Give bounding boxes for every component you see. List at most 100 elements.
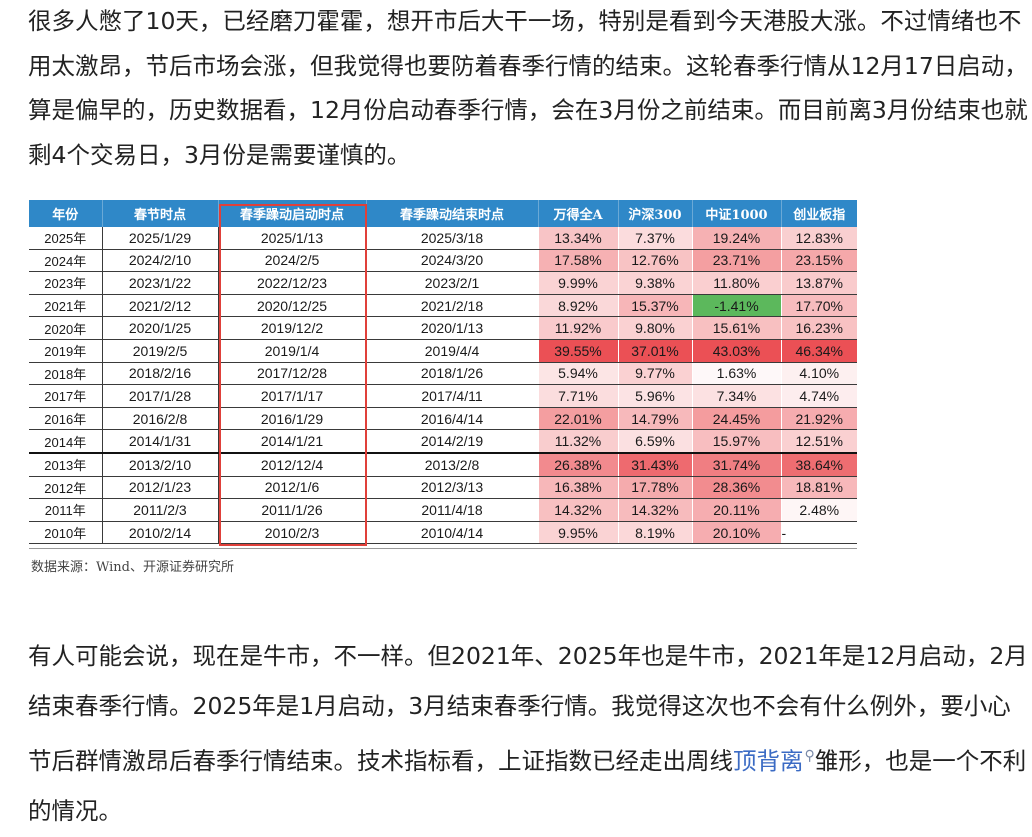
table-cell-end: 2014/2/19 [365, 429, 538, 454]
table-cell-year: 2025年 [29, 227, 102, 250]
table-cell-year: 2021年 [29, 294, 102, 318]
table-cell-end: 2020/1/13 [365, 316, 538, 340]
table-cell-end: 2024/3/20 [365, 249, 538, 273]
table-row: 2025年 2025/1/29 2025/1/13 2025/3/18 13.34% 7.… [29, 227, 857, 250]
table-cell-zz1000: 20.10% [691, 521, 781, 545]
table-cell-wind: 13.34% [537, 227, 618, 250]
table-cell-year: 2020年 [29, 316, 102, 340]
spring-rally-table-image: 年份 春节时点 春季躁动启动时点 春季躁动结束时点 万得全A 沪深300 中证1000 创业板… [29, 200, 857, 545]
table-cell-cyb: - [780, 521, 857, 545]
table-header-cell: 春季躁动结束时点 [365, 200, 538, 227]
table-cell-wind: 5.94% [537, 362, 618, 386]
table-cell-end: 2010/4/14 [365, 521, 538, 545]
table-cell-hs300: 14.79% [617, 407, 692, 431]
table-row: 2021年 2021/2/12 2020/12/25 2021/2/18 8.92% 15… [29, 294, 857, 318]
table-cell-year: 2012年 [29, 476, 102, 500]
table-cell-year: 2011年 [29, 498, 102, 522]
table-cell-end: 2019/4/4 [365, 339, 538, 363]
table-cell-end: 2023/2/1 [365, 271, 538, 295]
table-cell-spring: 2013/2/10 [101, 451, 218, 477]
table-cell-wind: 9.95% [537, 521, 618, 545]
table-cell-cyb: 46.34% [780, 339, 857, 363]
table-cell-zz1000: 23.71% [691, 249, 781, 273]
table-cell-end: 2025/3/18 [365, 227, 538, 250]
table-cell-end: 2016/4/14 [365, 407, 538, 431]
table-cell-spring: 2018/2/16 [101, 362, 218, 386]
table-row: 2023年 2023/1/22 2022/12/23 2023/2/1 9.99% 9.3… [29, 271, 857, 295]
article-paragraph-1: 很多人憋了10天，已经磨刀霍霍，想开市后大干一场，特别是看到今天港股大涨。不过情… [28, 7, 1028, 169]
table-header-cell: 春季躁动启动时点 [217, 200, 366, 227]
table-cell-hs300: 9.38% [617, 271, 692, 295]
table-cell-hs300: 9.77% [617, 362, 692, 386]
table-cell-hs300: 37.01% [617, 339, 692, 363]
table-header-cell: 春节时点 [101, 200, 218, 227]
table-cell-year: 2014年 [29, 429, 102, 454]
search-icon[interactable]: ⚲ [804, 748, 815, 764]
table-cell-wind: 8.92% [537, 294, 618, 318]
paragraph-2-text-b: 雏形，也是一个不利的情况。 [28, 746, 1027, 825]
table-cell-end: 2018/1/26 [365, 362, 538, 386]
table-source-note: 数据来源：Wind、开源证券研究所 [31, 560, 234, 575]
table-cell-year: 2024年 [29, 249, 102, 273]
keyword-link-top-divergence[interactable]: 顶背离 [733, 746, 804, 775]
table-row: 2020年 2020/1/25 2019/12/2 2020/1/13 11.92% 9.… [29, 316, 857, 340]
table-cell-cyb: 12.83% [780, 227, 857, 250]
table-cell-start: 2017/12/28 [217, 362, 366, 386]
table-cell-start: 2012/1/6 [217, 476, 366, 500]
table-cell-end: 2013/2/8 [365, 451, 538, 477]
table-cell-start: 2022/12/23 [217, 271, 366, 295]
table-cell-end: 2012/3/13 [365, 476, 538, 500]
table-cell-spring: 2011/2/3 [101, 498, 218, 522]
table-cell-year: 2019年 [29, 339, 102, 363]
table-cell-wind: 26.38% [537, 451, 618, 477]
table-row: 2018年 2018/2/16 2017/12/28 2018/1/26 5.94% 9.… [29, 362, 857, 386]
table-row: 2017年 2017/1/28 2017/1/17 2017/4/11 7.71% 5.9… [29, 384, 857, 408]
table-cell-cyb: 2.48% [780, 498, 857, 522]
table-cell-spring: 2010/2/14 [101, 521, 218, 545]
table-cell-wind: 14.32% [537, 498, 618, 522]
paragraph-2-text-a: 有人可能会说，现在是牛市，不一样。但2021年、2025年也是牛市，2021年是… [28, 642, 1028, 775]
table-cell-hs300: 14.32% [617, 498, 692, 522]
table-row: 2014年 2014/1/31 2014/1/21 2014/2/19 11.32% 6.… [29, 429, 857, 454]
table-header-row: 年份 春节时点 春季躁动启动时点 春季躁动结束时点 万得全A 沪深300 中证1000 创业板… [29, 200, 857, 227]
table-cell-spring: 2019/2/5 [101, 339, 218, 363]
table-cell-cyb: 23.15% [780, 249, 857, 273]
table-cell-hs300: 7.37% [617, 227, 692, 250]
table-cell-zz1000: 43.03% [691, 339, 781, 363]
table-cell-wind: 11.32% [537, 429, 618, 454]
table-cell-spring: 2024/2/10 [101, 249, 218, 273]
table-header-cell: 中证1000 [691, 200, 781, 227]
table-cell-zz1000: 7.34% [691, 384, 781, 408]
table-row: 2010年 2010/2/14 2010/2/3 2010/4/14 9.95% 8.19… [29, 521, 857, 545]
table-cell-wind: 16.38% [537, 476, 618, 500]
table-cell-year: 2023年 [29, 271, 102, 295]
table-cell-spring: 2023/1/22 [101, 271, 218, 295]
table-header-cell: 创业板指 [780, 200, 857, 227]
table-cell-start: 2017/1/17 [217, 384, 366, 408]
table-cell-hs300: 17.78% [617, 476, 692, 500]
table-cell-year: 2013年 [29, 451, 102, 477]
table-cell-wind: 22.01% [537, 407, 618, 431]
table-cell-hs300: 31.43% [617, 451, 692, 477]
table-cell-hs300: 12.76% [617, 249, 692, 273]
table-header-cell: 年份 [29, 200, 102, 227]
table-cell-cyb: 12.51% [780, 429, 857, 454]
table-cell-wind: 39.55% [537, 339, 618, 363]
table-cell-spring: 2025/1/29 [101, 227, 218, 250]
table-cell-start: 2019/1/4 [217, 339, 366, 363]
table-cell-hs300: 6.59% [617, 429, 692, 454]
table-cell-cyb: 21.92% [780, 407, 857, 431]
table-cell-hs300: 5.96% [617, 384, 692, 408]
table-bottom-rule [29, 548, 857, 549]
table-cell-zz1000: 20.11% [691, 498, 781, 522]
table-row: 2011年 2011/2/3 2011/1/26 2011/4/18 14.32% 14.… [29, 498, 857, 522]
table-cell-zz1000: 11.80% [691, 271, 781, 295]
table-cell-start: 2012/12/4 [217, 451, 366, 477]
table-cell-wind: 11.92% [537, 316, 618, 340]
table-cell-spring: 2020/1/25 [101, 316, 218, 340]
table-header-cell: 沪深300 [617, 200, 692, 227]
table-cell-end: 2021/2/18 [365, 294, 538, 318]
table-row: 2013年 2013/2/10 2012/12/4 2013/2/8 26.38% 31.… [29, 451, 857, 477]
table-cell-spring: 2021/2/12 [101, 294, 218, 318]
table-cell-zz1000: 24.45% [691, 407, 781, 431]
